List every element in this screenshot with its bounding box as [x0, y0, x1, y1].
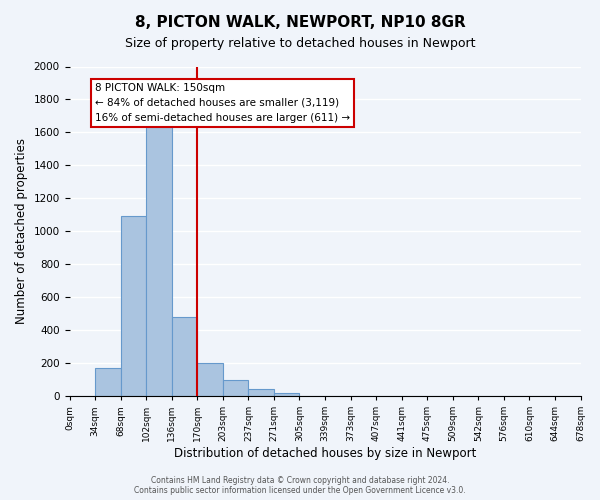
Bar: [248, 390, 274, 396]
Bar: [146, 128, 172, 396]
Y-axis label: Number of detached properties: Number of detached properties: [15, 138, 28, 324]
Bar: [197, 363, 223, 396]
Text: 8 PICTON WALK: 150sqm
← 84% of detached houses are smaller (3,119)
16% of semi-d: 8 PICTON WALK: 150sqm ← 84% of detached …: [95, 83, 350, 122]
Text: Size of property relative to detached houses in Newport: Size of property relative to detached ho…: [125, 38, 475, 51]
Bar: [172, 317, 197, 396]
Bar: [95, 368, 121, 396]
Bar: [223, 380, 248, 396]
Bar: [121, 216, 146, 396]
Bar: [274, 392, 299, 396]
Text: 8, PICTON WALK, NEWPORT, NP10 8GR: 8, PICTON WALK, NEWPORT, NP10 8GR: [134, 15, 466, 30]
X-axis label: Distribution of detached houses by size in Newport: Distribution of detached houses by size …: [174, 447, 476, 460]
Text: Contains HM Land Registry data © Crown copyright and database right 2024.
Contai: Contains HM Land Registry data © Crown c…: [134, 476, 466, 495]
